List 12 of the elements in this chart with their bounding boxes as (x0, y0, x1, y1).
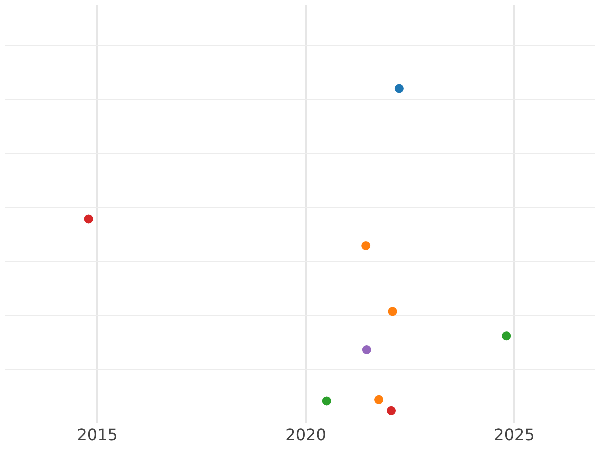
x-tick-label: 2025 (494, 426, 535, 445)
point (362, 346, 372, 354)
x-tick-label: 2015 (77, 426, 118, 445)
point (388, 307, 398, 316)
point (322, 396, 332, 406)
point (374, 395, 384, 404)
point (84, 214, 94, 224)
point (502, 332, 512, 341)
point (362, 241, 371, 250)
point (394, 84, 404, 94)
point (387, 406, 396, 416)
x-tick-label: 2020 (286, 426, 326, 445)
